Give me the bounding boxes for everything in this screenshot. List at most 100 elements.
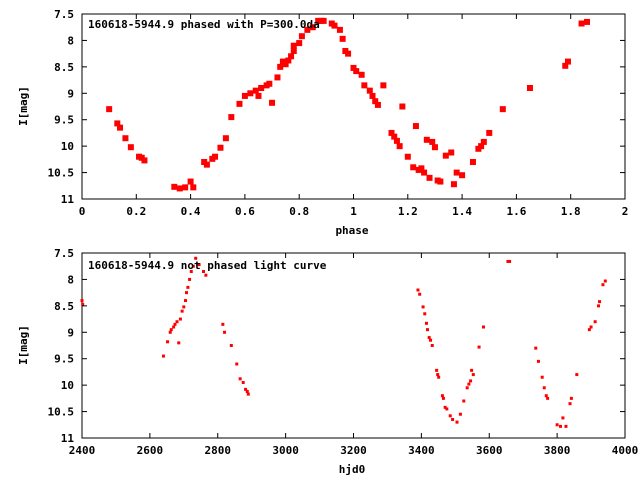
- data-point: [229, 344, 233, 347]
- data-point: [309, 24, 316, 31]
- data-point: [388, 129, 395, 136]
- y-tick-label: 9: [67, 87, 74, 100]
- data-point: [421, 305, 425, 309]
- data-point: [427, 336, 431, 340]
- y-tick-label: 8: [67, 34, 74, 47]
- data-point: [564, 58, 571, 65]
- x-tick-label: 2400: [69, 444, 96, 457]
- data-point: [526, 85, 533, 91]
- data-point: [437, 375, 441, 379]
- data-point: [168, 330, 172, 334]
- x-tick-label: 1: [350, 205, 357, 218]
- data-point: [277, 63, 284, 70]
- data-point: [166, 340, 170, 344]
- data-point: [429, 338, 433, 342]
- phased-y-ticks: 7.5 8 8.5 9 9.5 10 10.5 11: [48, 8, 625, 206]
- data-point: [180, 309, 184, 313]
- data-point: [366, 87, 373, 94]
- data-point: [361, 82, 368, 89]
- data-point: [442, 152, 449, 159]
- data-point: [430, 344, 434, 347]
- data-point: [451, 418, 455, 421]
- y-tick-label: 11: [61, 193, 75, 206]
- data-point: [350, 64, 357, 71]
- data-point: [217, 144, 224, 151]
- data-point: [544, 394, 548, 398]
- data-point: [458, 412, 462, 416]
- data-point: [453, 169, 460, 176]
- data-point: [176, 185, 183, 192]
- data-point: [448, 149, 455, 156]
- x-tick-label: 2: [622, 205, 629, 218]
- data-point: [241, 381, 245, 384]
- data-point: [187, 178, 194, 185]
- unphased-y-axis-label: I[mag]: [17, 325, 30, 365]
- x-tick-label: 1.4: [452, 205, 472, 218]
- y-tick-label: 11: [61, 432, 75, 445]
- data-point: [372, 98, 379, 105]
- data-point: [589, 325, 593, 329]
- data-point: [182, 305, 186, 309]
- data-point: [418, 165, 425, 172]
- data-point: [391, 133, 398, 140]
- y-tick-label: 7.5: [54, 247, 74, 260]
- data-point: [117, 124, 124, 131]
- data-point: [178, 317, 182, 321]
- data-point: [499, 106, 506, 113]
- data-point: [410, 164, 417, 171]
- data-point: [212, 153, 219, 160]
- y-tick-label: 9.5: [54, 353, 74, 366]
- data-point: [465, 386, 469, 390]
- data-point: [459, 172, 466, 179]
- data-point: [106, 106, 113, 113]
- data-point: [169, 328, 173, 332]
- data-point: [221, 322, 225, 326]
- data-point: [575, 373, 579, 377]
- data-point: [416, 288, 420, 292]
- data-point: [304, 26, 311, 33]
- x-tick-label: 4000: [612, 444, 639, 457]
- data-point: [290, 48, 297, 54]
- x-tick-label: 1.8: [561, 205, 581, 218]
- data-point: [412, 123, 419, 130]
- data-point: [203, 161, 210, 168]
- phased-light-curve-panel: 0 0.2 0.4 0.6 0.8 1 1.2 1.4 1.6 1.8 2 7.5 8 8.5 9 9.5 1…: [17, 8, 628, 237]
- data-point: [266, 80, 273, 87]
- data-point: [188, 277, 192, 281]
- data-point: [603, 279, 607, 283]
- data-point: [424, 321, 428, 325]
- data-point: [443, 405, 447, 409]
- data-point: [440, 394, 444, 398]
- data-point: [546, 396, 550, 400]
- data-point: [298, 33, 305, 40]
- y-tick-label: 8.5: [54, 300, 74, 313]
- x-tick-label: 1.2: [398, 205, 418, 218]
- data-point: [578, 20, 585, 27]
- data-point: [471, 373, 475, 377]
- data-point: [583, 18, 590, 25]
- x-tick-label: 0.2: [126, 205, 146, 218]
- unphased-y-ticks: 7.5 8 8.5 9 9.5 10 10.5 11: [48, 247, 625, 445]
- data-point: [194, 256, 198, 260]
- data-point: [425, 328, 429, 332]
- x-tick-label: 0.6: [235, 205, 255, 218]
- data-point: [559, 424, 563, 428]
- data-point: [593, 320, 597, 324]
- data-point: [569, 396, 573, 400]
- data-point: [175, 320, 179, 324]
- data-point: [450, 181, 457, 188]
- data-point: [431, 144, 438, 151]
- data-point: [426, 174, 433, 181]
- data-point: [455, 420, 459, 424]
- data-point: [469, 159, 476, 165]
- data-point: [172, 325, 176, 329]
- phased-plot-title: 160618-5944.9 phased with P=300.0da: [88, 18, 320, 31]
- data-point: [241, 92, 248, 99]
- data-point: [184, 299, 188, 303]
- data-point: [114, 120, 121, 127]
- data-point: [141, 157, 148, 164]
- unphased-x-ticks: 2400 2600 2800 3000 3200 3400 3600 3800 4000: [69, 253, 639, 457]
- data-point: [396, 143, 403, 150]
- data-point: [540, 375, 544, 379]
